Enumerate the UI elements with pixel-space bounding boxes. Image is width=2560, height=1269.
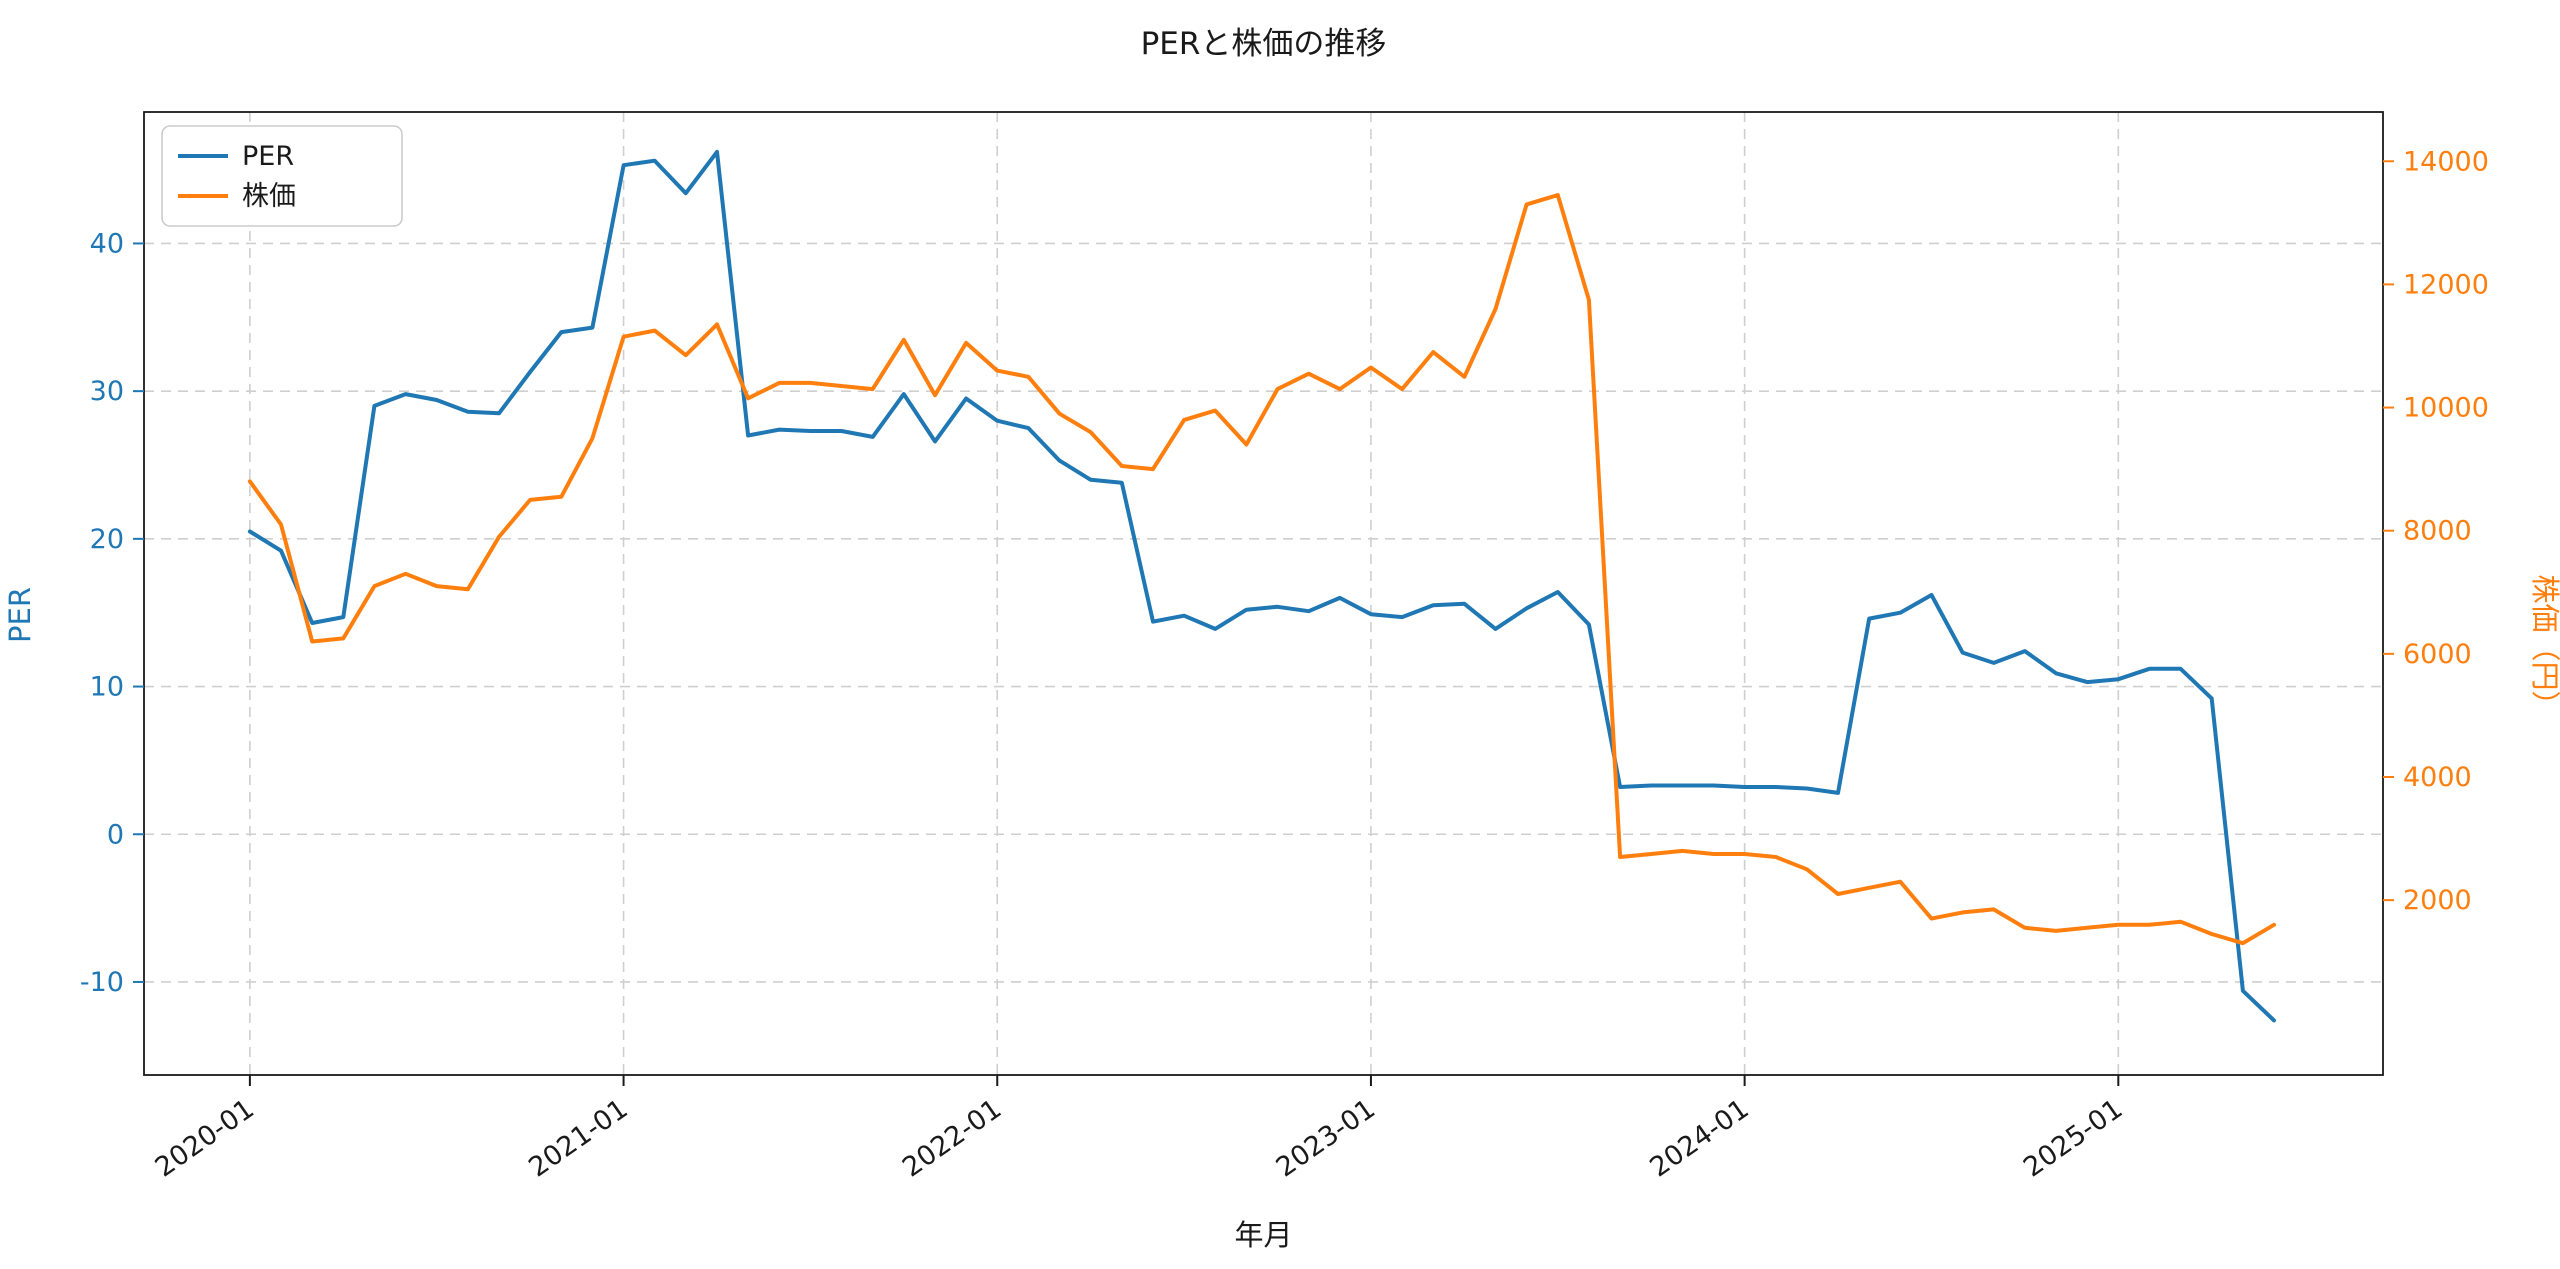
right-tick-label: 12000 [2403,269,2489,300]
gridlines [144,112,2383,1075]
x-tick-label: 2022-01 [897,1093,1007,1183]
x-axis-ticks: 2020-01 2021-01 2022-01 2023-01 2024-01 2025-… [150,1075,2128,1183]
x-tick-label: 2024-01 [1644,1093,1754,1183]
x-tick-label: 2025-01 [2018,1093,2128,1183]
left-tick-label: 30 [90,376,124,407]
x-tick-label: 2021-01 [523,1093,633,1183]
right-y-axis-label: 株価（円） [2528,574,2560,720]
per-line [247,149,2276,1023]
right-tick-label: 14000 [2403,146,2489,177]
price-line [247,193,2276,946]
right-tick-label: 8000 [2403,516,2472,547]
left-y-axis-label: PER [3,587,37,643]
x-tick-label: 2020-01 [150,1093,260,1183]
right-tick-label: 2000 [2403,885,2472,916]
left-axis-ticks: -10 0 10 20 30 40 [80,228,144,998]
right-tick-label: 10000 [2403,393,2489,424]
right-tick-label: 6000 [2403,639,2472,670]
legend-label: PER [242,141,294,172]
left-tick-label: 0 [107,819,124,850]
x-axis-label: 年月 [1234,1218,1293,1252]
legend: PER 株価 [161,125,403,227]
plot-border [143,111,2384,1076]
left-tick-label: 40 [90,228,124,259]
left-tick-label: 20 [90,524,124,555]
left-tick-label: 10 [90,672,124,703]
x-tick-label: 2023-01 [1271,1093,1381,1183]
legend-label: 株価 [242,181,296,212]
right-tick-label: 4000 [2403,762,2472,793]
chart-title: PERと株価の推移 [1140,26,1387,62]
legend-box [161,125,403,227]
left-tick-label: -10 [80,967,124,998]
right-axis-ticks: 2000 4000 6000 8000 10000 12000 14000 [2383,146,2489,916]
